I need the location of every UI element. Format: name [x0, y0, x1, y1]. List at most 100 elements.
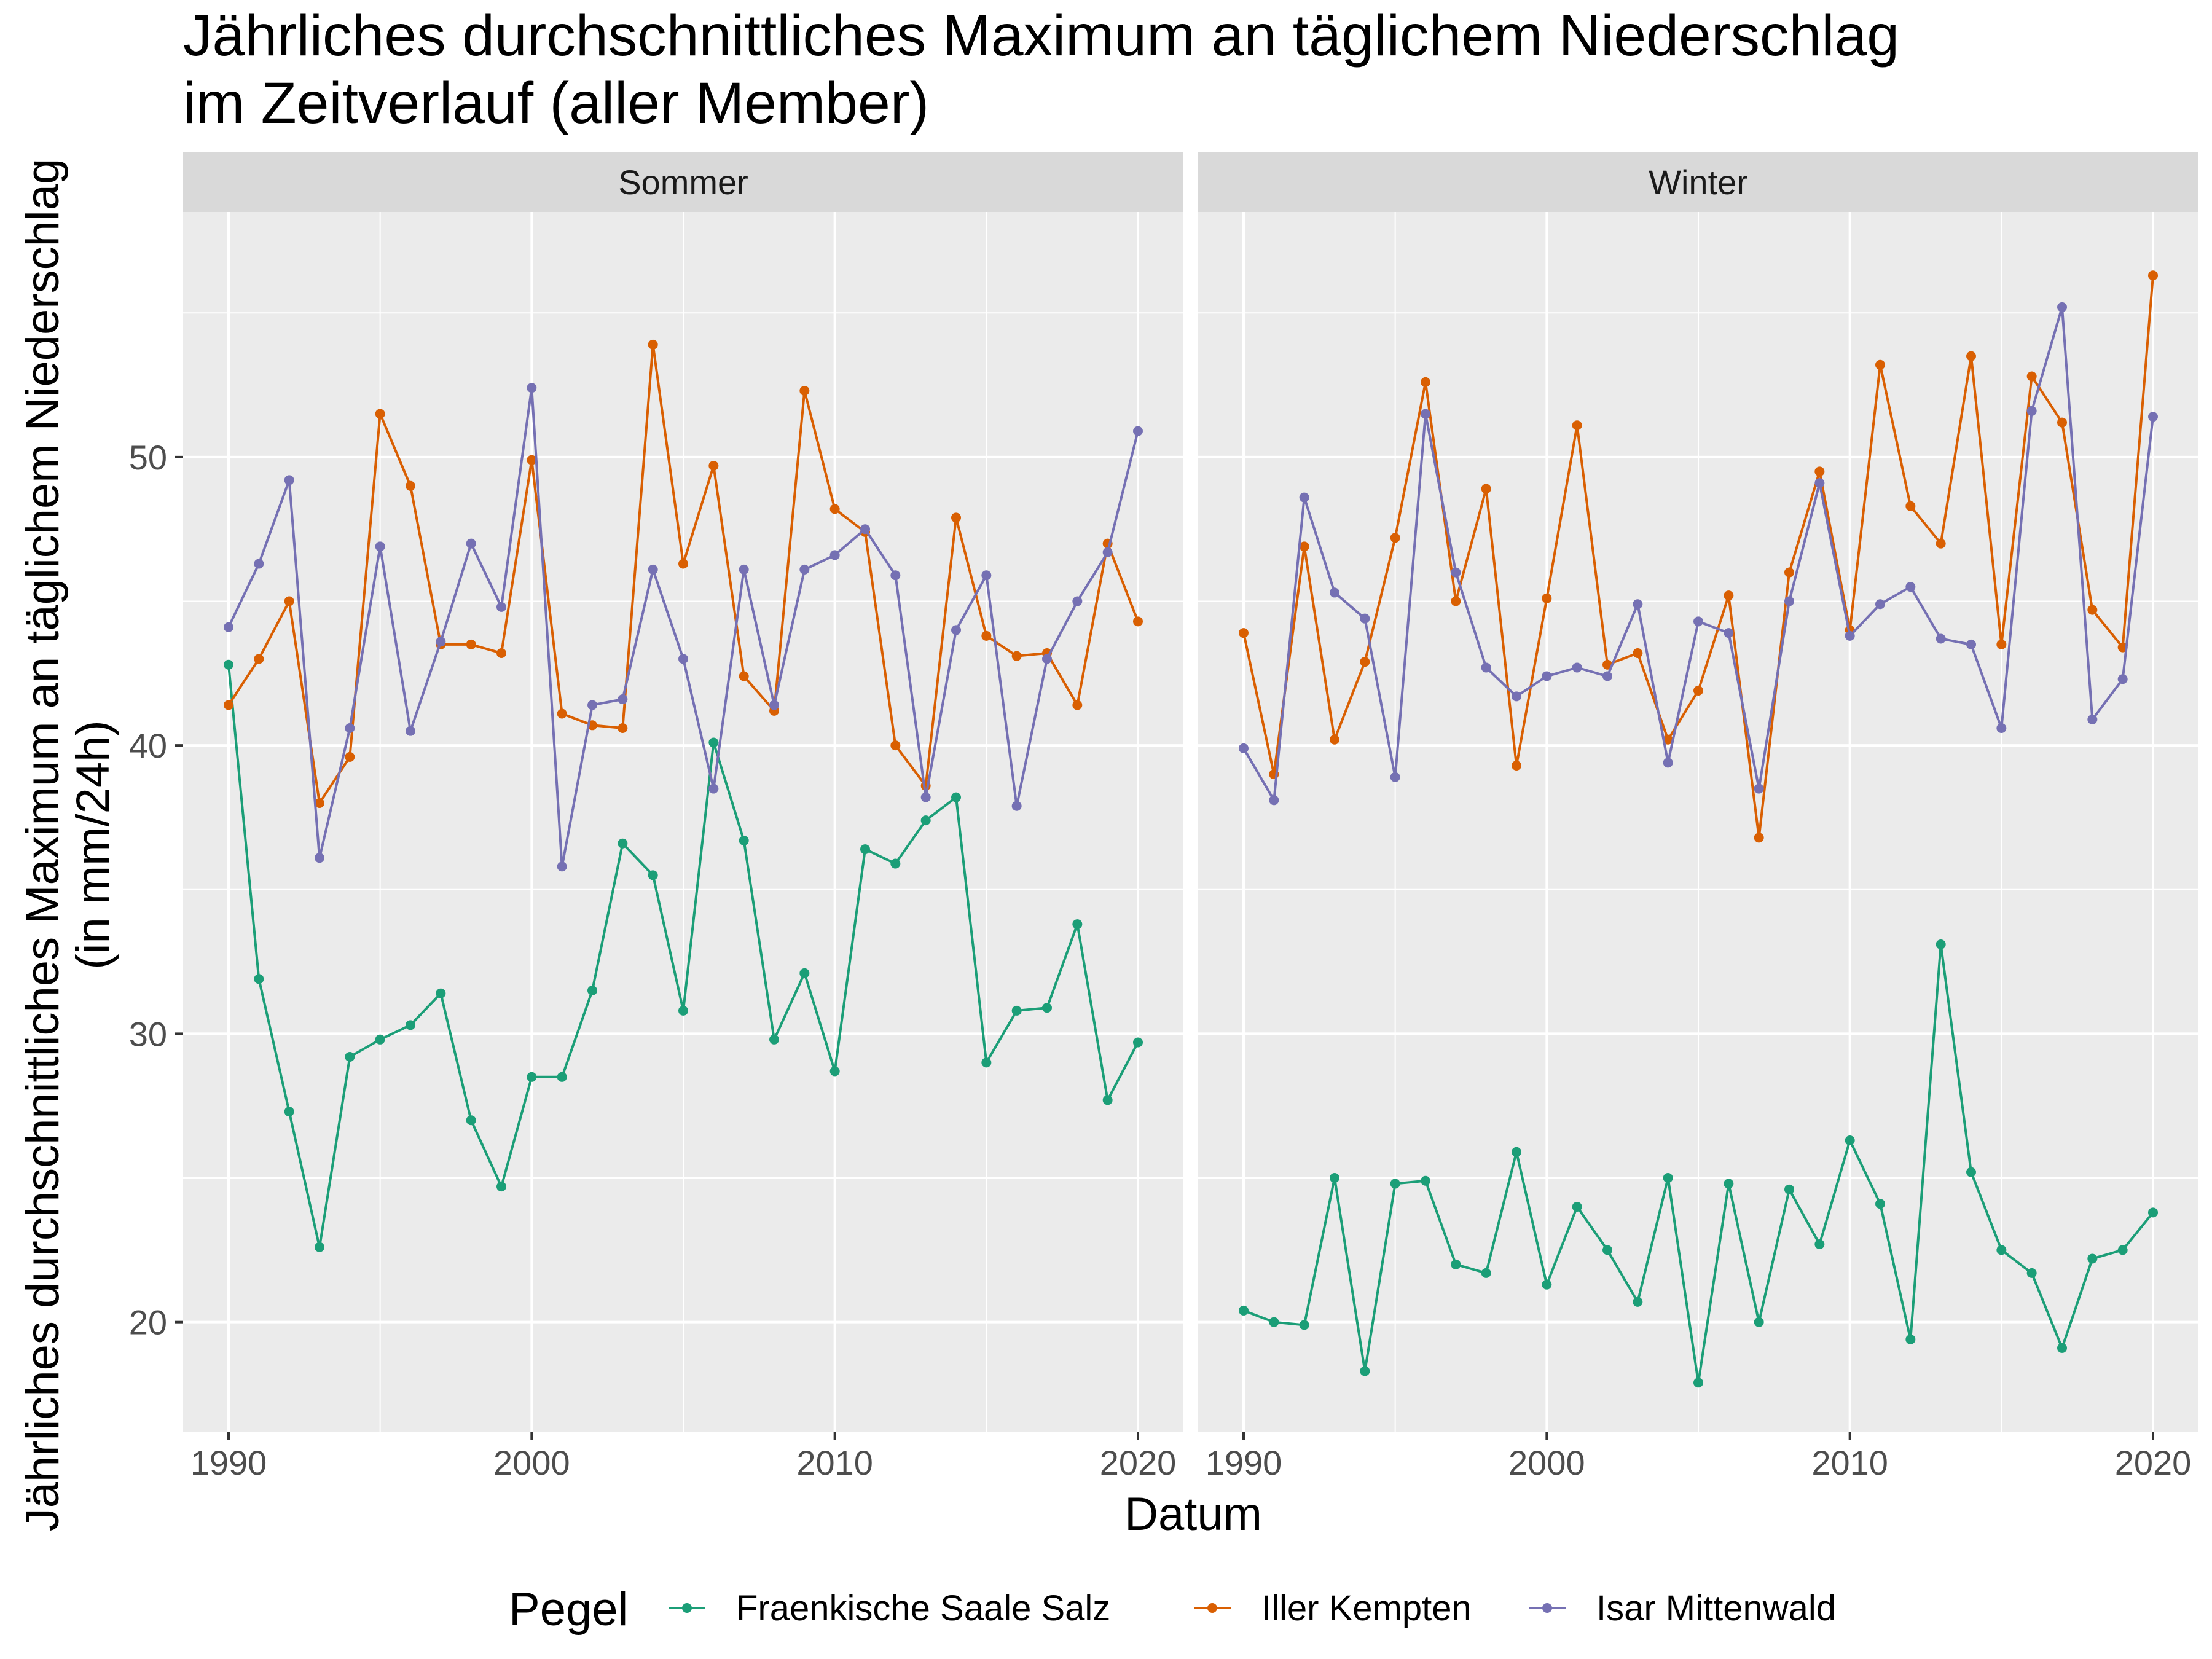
data-point-fraenkische-saale-salz-winter — [2057, 1343, 2067, 1353]
data-point-fraenkische-saale-salz-sommer — [254, 974, 264, 984]
data-point-isar-mittenwald-sommer — [1042, 654, 1052, 664]
series-isar-mittenwald-winter — [1239, 302, 2158, 806]
data-point-iller-kempten-sommer — [406, 480, 415, 491]
data-point-iller-kempten-sommer — [345, 751, 355, 762]
facet-strip-winter — [1198, 152, 2198, 212]
data-point-isar-mittenwald-winter — [2087, 714, 2098, 724]
data-point-isar-mittenwald-sommer — [618, 694, 628, 705]
data-point-isar-mittenwald-sommer — [406, 726, 415, 736]
data-point-iller-kempten-winter — [1421, 377, 1430, 387]
data-point-isar-mittenwald-winter — [1754, 783, 1764, 794]
chart-title-line2: im Zeitverlauf (aller Member) — [183, 71, 929, 136]
data-point-fraenkische-saale-salz-winter — [1814, 1239, 1825, 1249]
y-axis-title-line2: (in mm/24h) — [67, 720, 119, 969]
data-point-iller-kempten-sommer — [224, 700, 233, 710]
data-point-isar-mittenwald-winter — [1542, 671, 1552, 681]
data-point-fraenkische-saale-salz-winter — [1572, 1201, 1582, 1212]
data-point-isar-mittenwald-winter — [1572, 662, 1582, 673]
data-point-iller-kempten-winter — [2057, 417, 2067, 428]
data-point-isar-mittenwald-sommer — [708, 783, 719, 794]
data-point-iller-kempten-winter — [2087, 605, 2098, 615]
data-point-isar-mittenwald-winter — [1421, 409, 1430, 419]
data-point-isar-mittenwald-winter — [1693, 616, 1703, 627]
data-point-iller-kempten-sommer — [890, 740, 901, 751]
data-point-iller-kempten-winter — [1299, 541, 1309, 552]
data-point-iller-kempten-sommer — [618, 723, 628, 733]
panel-winter: Winter 1990 2000 2010 2020 — [1198, 152, 2198, 1482]
data-point-isar-mittenwald-winter — [1996, 723, 2007, 733]
data-point-isar-mittenwald-winter — [1663, 758, 1673, 768]
legend-label-isar-mittenwald: Isar Mittenwald — [1596, 1588, 1836, 1628]
data-point-iller-kempten-winter — [1724, 590, 1734, 601]
data-point-isar-mittenwald-sommer — [1011, 801, 1022, 811]
data-point-fraenkische-saale-salz-winter — [1451, 1259, 1461, 1269]
data-point-isar-mittenwald-sommer — [1072, 596, 1083, 606]
data-point-isar-mittenwald-sommer — [1102, 547, 1113, 557]
data-point-iller-kempten-sommer — [1011, 651, 1022, 661]
data-point-fraenkische-saale-salz-sommer — [860, 844, 870, 855]
data-point-fraenkische-saale-salz-winter — [2117, 1245, 2128, 1255]
data-point-fraenkische-saale-salz-winter — [1754, 1317, 1764, 1327]
legend: Pegel Fraenkische Saale Salz Iller Kempt… — [509, 1583, 1836, 1636]
data-point-isar-mittenwald-sommer — [920, 792, 931, 802]
data-point-iller-kempten-sommer — [830, 504, 840, 514]
x-tick-label: 2020 — [2115, 1443, 2192, 1482]
data-point-iller-kempten-winter — [1754, 833, 1764, 843]
data-point-fraenkische-saale-salz-sommer — [951, 792, 961, 802]
data-point-fraenkische-saale-salz-sommer — [496, 1182, 506, 1192]
y-axis-title-line1: Jährliches durchschnittliches Maximum an… — [17, 159, 69, 1532]
legend-label-fraenkische-saale-salz: Fraenkische Saale Salz — [736, 1588, 1110, 1628]
data-point-isar-mittenwald-sommer — [496, 602, 506, 612]
data-point-fraenkische-saale-salz-sommer — [1011, 1005, 1022, 1016]
data-point-isar-mittenwald-sommer — [466, 538, 476, 549]
data-point-isar-mittenwald-winter — [1724, 628, 1734, 638]
data-point-fraenkische-saale-salz-sommer — [406, 1020, 415, 1030]
data-point-isar-mittenwald-winter — [2117, 674, 2128, 684]
data-point-iller-kempten-sommer — [799, 385, 810, 396]
data-point-iller-kempten-winter — [1390, 533, 1400, 543]
data-point-iller-kempten-sommer — [678, 559, 688, 569]
data-point-fraenkische-saale-salz-winter — [1966, 1167, 1976, 1177]
x-tick-label: 2010 — [1811, 1443, 1888, 1482]
data-point-isar-mittenwald-winter — [1814, 478, 1825, 488]
data-point-fraenkische-saale-salz-sommer — [315, 1242, 324, 1252]
data-point-fraenkische-saale-salz-winter — [1693, 1378, 1703, 1388]
data-point-iller-kempten-sommer — [496, 648, 506, 658]
data-point-fraenkische-saale-salz-sommer — [1042, 1003, 1052, 1013]
data-point-iller-kempten-sommer — [981, 630, 992, 641]
data-point-isar-mittenwald-sommer — [527, 383, 537, 393]
data-point-isar-mittenwald-sommer — [254, 559, 264, 569]
data-point-iller-kempten-sommer — [1133, 616, 1143, 627]
data-point-isar-mittenwald-winter — [1451, 567, 1461, 578]
data-point-iller-kempten-winter — [1512, 760, 1521, 771]
data-point-isar-mittenwald-winter — [1481, 662, 1491, 673]
data-point-fraenkische-saale-salz-sommer — [466, 1115, 476, 1126]
data-point-fraenkische-saale-salz-winter — [1542, 1279, 1552, 1290]
legend-item-isar-mittenwald: Isar Mittenwald — [1529, 1588, 1836, 1628]
data-point-iller-kempten-winter — [1875, 359, 1885, 370]
data-point-fraenkische-saale-salz-sommer — [557, 1072, 567, 1082]
legend-key-point-fraenkische-saale-salz — [682, 1603, 692, 1613]
data-point-fraenkische-saale-salz-sommer — [769, 1034, 779, 1045]
legend-item-iller-kempten: Iller Kempten — [1194, 1588, 1472, 1628]
series-isar-mittenwald-sommer — [224, 383, 1143, 872]
data-point-isar-mittenwald-sommer — [315, 853, 324, 863]
data-point-iller-kempten-winter — [1905, 501, 1916, 511]
data-point-isar-mittenwald-winter — [1512, 691, 1521, 702]
data-point-isar-mittenwald-winter — [1905, 582, 1916, 592]
data-point-isar-mittenwald-sommer — [284, 475, 294, 485]
data-point-isar-mittenwald-sommer — [587, 700, 597, 710]
y-tick-label: 20 — [129, 1303, 167, 1342]
data-point-iller-kempten-winter — [1602, 659, 1612, 670]
data-point-fraenkische-saale-salz-sommer — [284, 1107, 294, 1117]
series-iller-kempten-sommer — [224, 339, 1143, 808]
data-point-isar-mittenwald-sommer — [648, 564, 658, 575]
data-point-fraenkische-saale-salz-sommer — [1133, 1037, 1143, 1048]
data-point-iller-kempten-winter — [1936, 538, 1946, 549]
data-point-isar-mittenwald-winter — [1784, 596, 1794, 606]
data-point-isar-mittenwald-sommer — [981, 570, 992, 581]
legend-item-fraenkische-saale-salz: Fraenkische Saale Salz — [669, 1588, 1110, 1628]
data-point-iller-kempten-winter — [1542, 593, 1552, 603]
